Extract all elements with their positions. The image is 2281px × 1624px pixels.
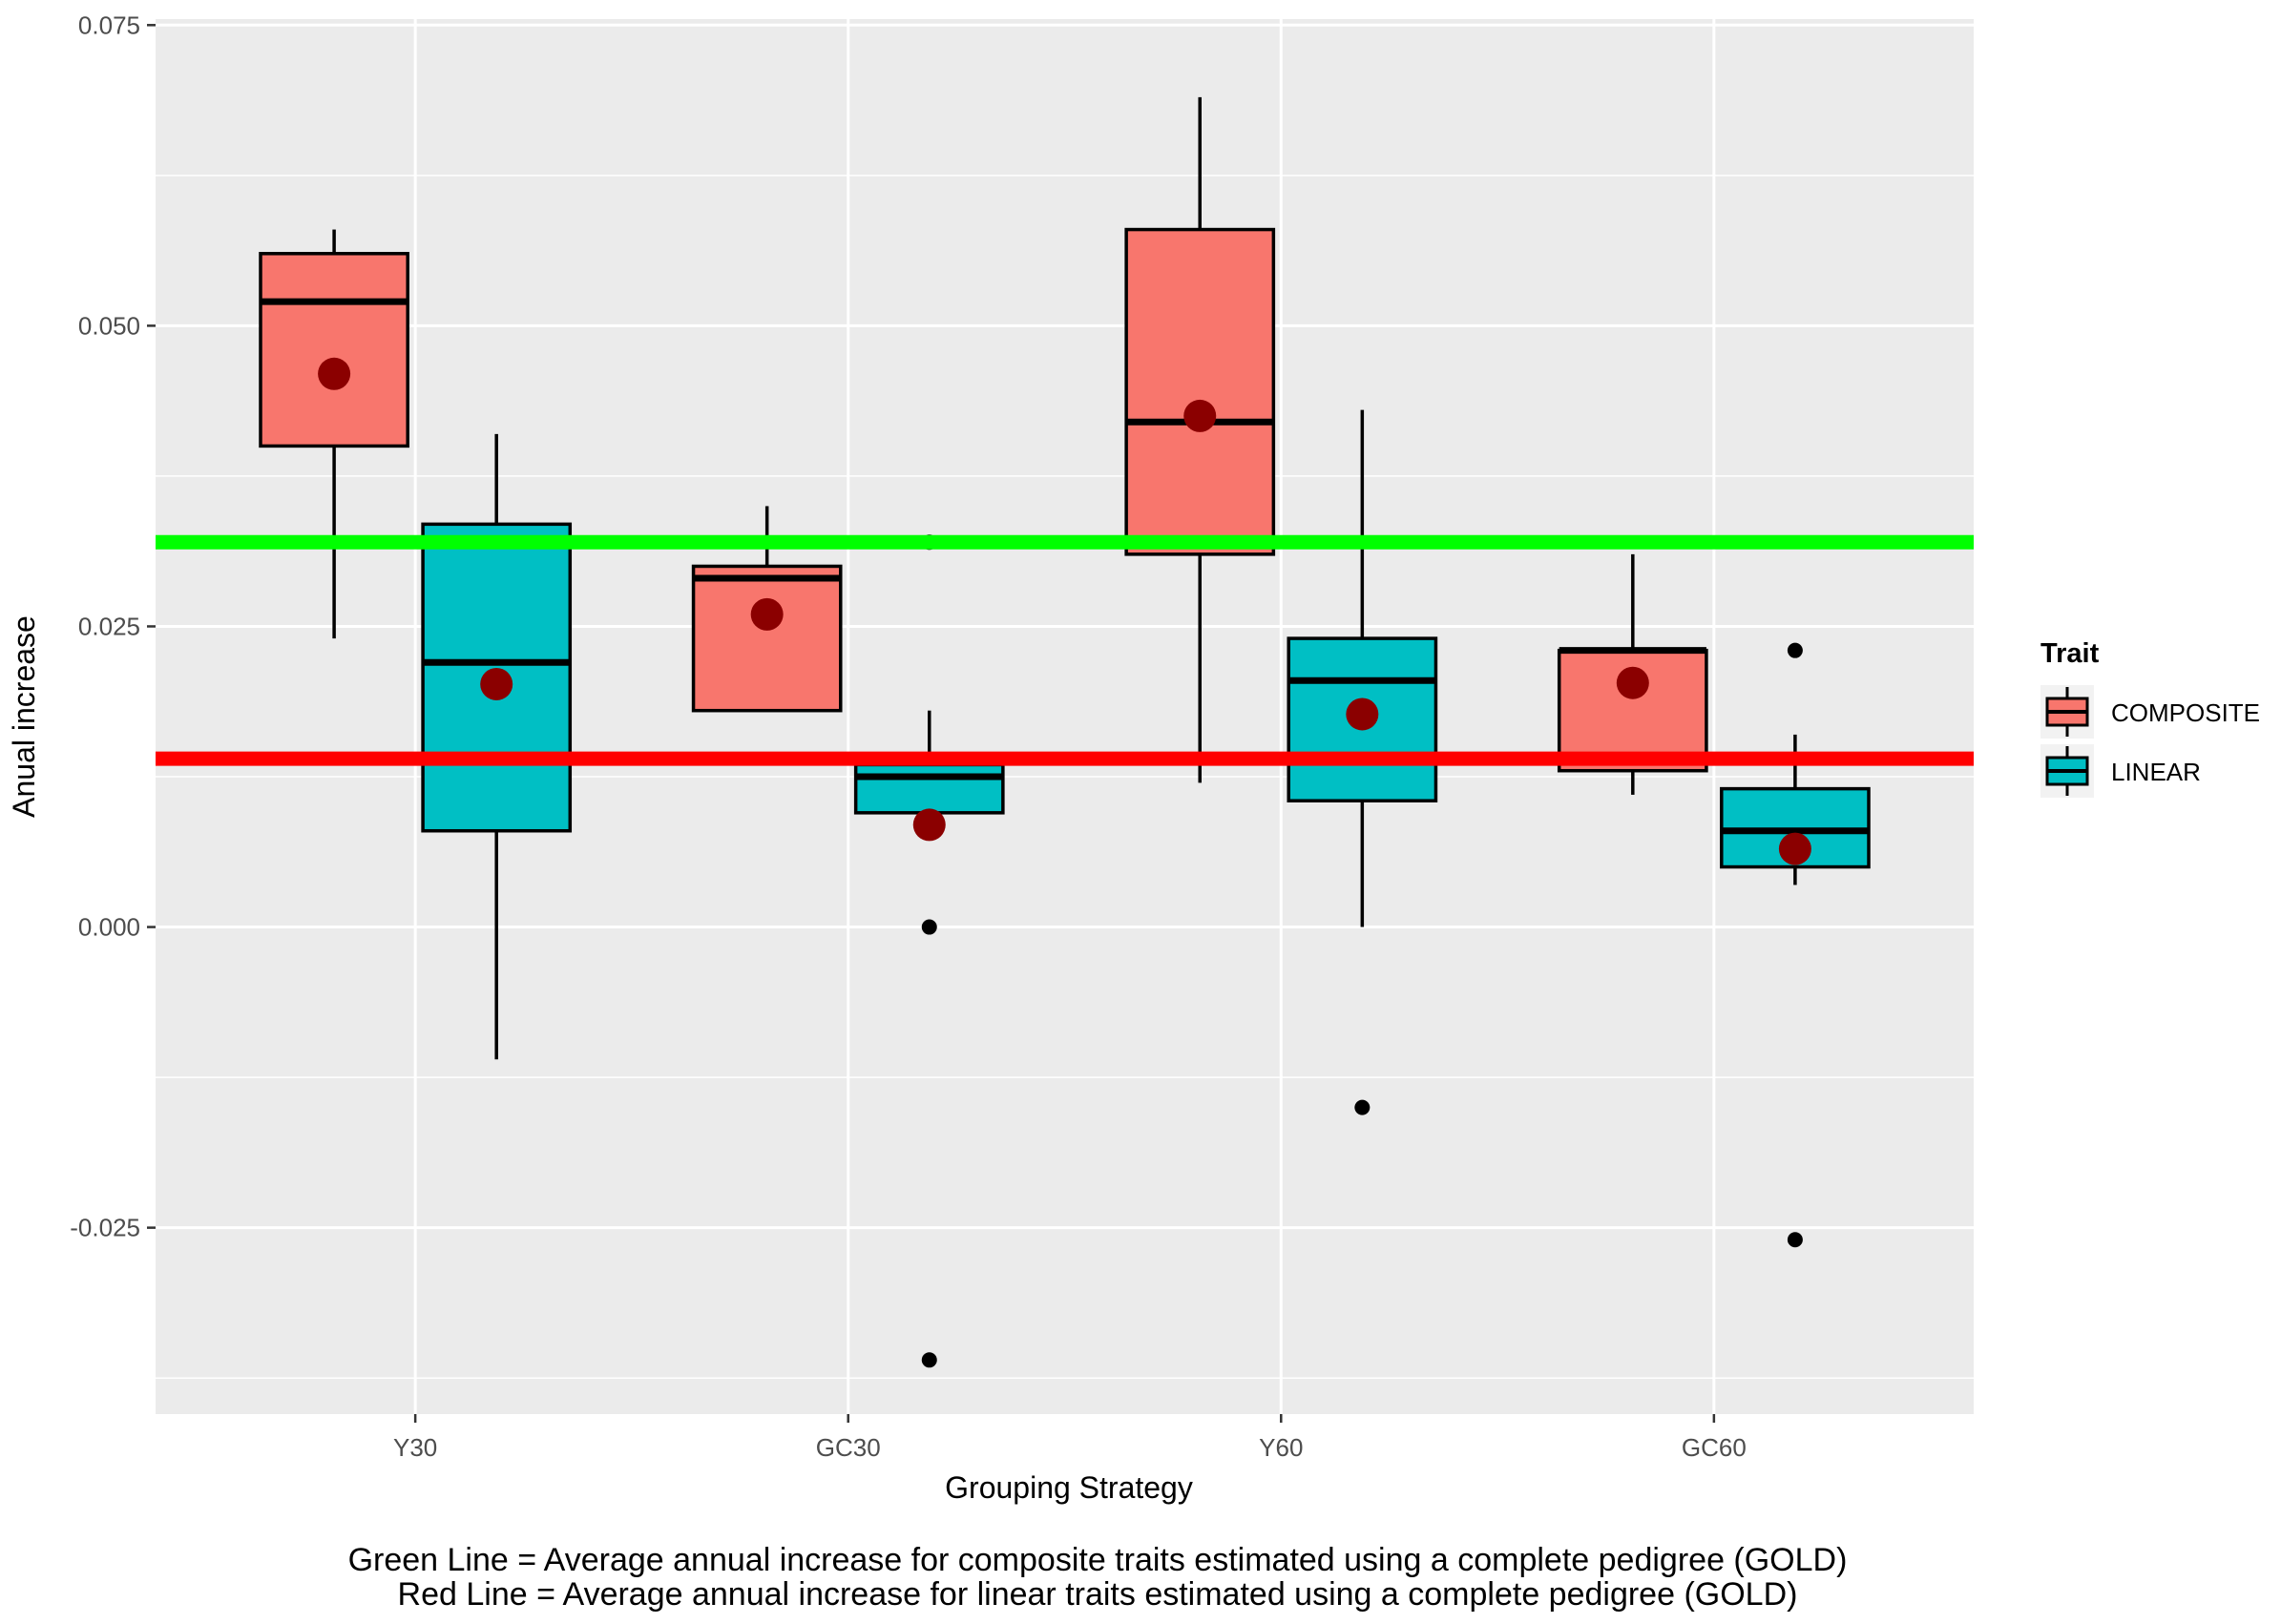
x-axis: Y30 GC30 Y60 GC60 <box>393 1414 1747 1462</box>
outlier-point <box>921 1352 937 1368</box>
box-body <box>1124 227 1276 556</box>
mean-point-composite-gc30 <box>750 597 784 631</box>
x-tick-label: Y30 <box>393 1433 437 1462</box>
gridlines <box>156 19 1974 1414</box>
outlier-point <box>1787 642 1803 658</box>
box-composite-gc30 <box>691 506 843 713</box>
x-tick-label: GC30 <box>816 1433 881 1462</box>
mean-point-composite-y60 <box>1183 399 1217 432</box>
legend: Trait COMPOSITE LINEAR <box>2040 638 2260 798</box>
legend-label-composite: COMPOSITE <box>2111 698 2260 727</box>
box-linear-y60 <box>1287 409 1438 1115</box>
box-composite-y60 <box>1124 96 1276 783</box>
mean-point-composite-y30 <box>318 357 351 390</box>
box-body <box>691 564 843 713</box>
box-body <box>421 522 573 833</box>
y-axis-title: Anual increase <box>7 615 41 818</box>
y-tick-label: 0.000 <box>78 913 140 942</box>
y-tick-label: -0.025 <box>70 1214 140 1242</box>
outlier-point <box>921 919 937 935</box>
legend-label-linear: LINEAR <box>2111 758 2201 786</box>
reference-lines <box>156 534 1974 766</box>
y-axis: -0.025 0.000 0.025 0.050 0.075 <box>70 10 156 1242</box>
mean-point-linear-gc60 <box>1778 832 1811 865</box>
legend-key-composite <box>2040 685 2094 739</box>
box-linear-y30 <box>421 433 573 1060</box>
y-tick-label: 0.075 <box>78 10 140 39</box>
box-body <box>1287 636 1438 802</box>
y-tick-label: 0.025 <box>78 612 140 640</box>
x-axis-title: Grouping Strategy <box>945 1470 1193 1505</box>
outlier-point <box>1787 1232 1803 1248</box>
mean-point-linear-y60 <box>1346 697 1379 731</box>
y-tick-label: 0.050 <box>78 311 140 340</box>
box-composite-y30 <box>259 229 409 639</box>
box-series <box>259 96 1871 1368</box>
mean-markers <box>318 357 1811 865</box>
box-body <box>853 762 1005 815</box>
mean-point-composite-gc60 <box>1616 666 1649 699</box>
caption-green-line: Green Line = Average annual increase for… <box>347 1542 1848 1578</box>
outlier-point <box>1354 1099 1371 1115</box>
caption-red-line: Red Line = Average annual increase for l… <box>397 1576 1798 1613</box>
mean-point-linear-y30 <box>480 667 513 700</box>
box-body <box>259 252 409 448</box>
legend-title: Trait <box>2040 638 2100 669</box>
mean-point-linear-gc30 <box>912 808 946 842</box>
legend-key-linear <box>2040 744 2094 798</box>
x-tick-label: Y60 <box>1259 1433 1303 1462</box>
x-tick-label: GC60 <box>1682 1433 1747 1462</box>
